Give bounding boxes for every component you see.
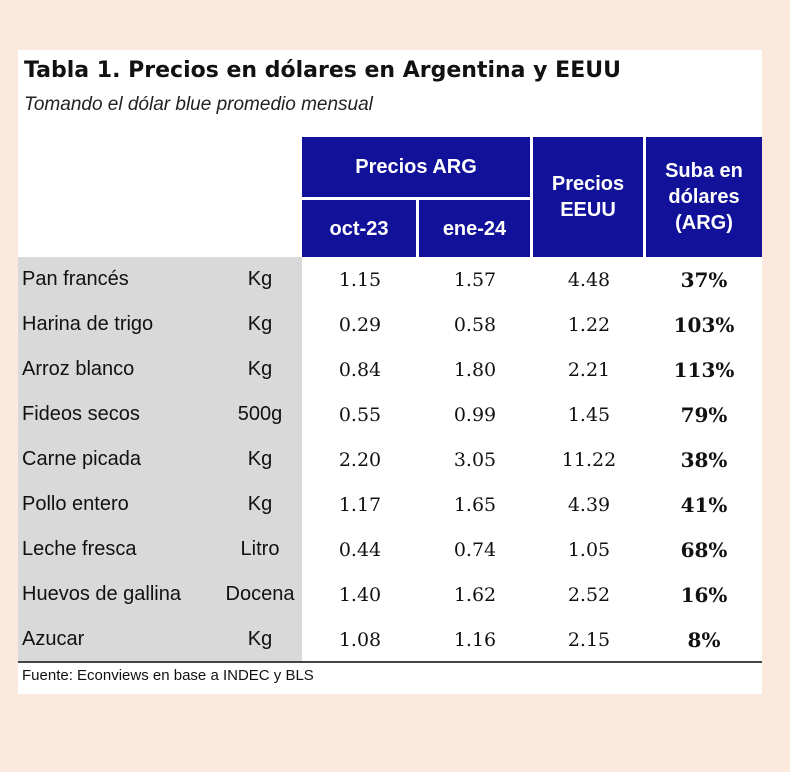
price-ene-24-cell: 0.74 xyxy=(453,538,497,561)
table-row: Pan francés Kg 1.15 1.57 4.48 37% xyxy=(18,257,762,302)
suba-cell: 103% xyxy=(673,312,735,337)
header-precios-arg: Precios ARG xyxy=(302,137,530,197)
price-ene-24-cell: 1.16 xyxy=(453,628,497,651)
price-ene-24-cell: 1.57 xyxy=(453,268,497,291)
price-eeuu-cell: 1.45 xyxy=(567,403,611,426)
product-cell: Leche fresca xyxy=(22,538,137,560)
suba-cell: 37% xyxy=(680,267,728,292)
header-ene-24: ene-24 xyxy=(419,200,530,257)
table-row: Pollo entero Kg 1.17 1.65 4.39 41% xyxy=(18,482,762,527)
price-ene-24-cell: 3.05 xyxy=(453,448,497,471)
price-ene-24-cell: 0.99 xyxy=(453,403,497,426)
price-table-card: Tabla 1. Precios en dólares en Argentina… xyxy=(18,50,762,694)
price-ene-24-cell: 1.65 xyxy=(453,493,497,516)
table-row: Leche fresca Litro 0.44 0.74 1.05 68% xyxy=(18,527,762,572)
product-cell: Pollo entero xyxy=(22,493,129,515)
price-eeuu-cell: 1.22 xyxy=(567,313,611,336)
unit-cell: 500g xyxy=(237,403,283,425)
product-cell: Carne picada xyxy=(22,448,141,470)
unit-cell: Docena xyxy=(225,583,295,605)
price-eeuu-cell: 11.22 xyxy=(561,448,617,471)
price-oct-23-cell: 0.55 xyxy=(338,403,382,426)
price-oct-23-cell: 0.84 xyxy=(338,358,382,381)
product-cell: Azucar xyxy=(22,628,85,650)
unit-cell: Kg xyxy=(247,268,273,290)
unit-cell: Kg xyxy=(247,448,273,470)
price-eeuu-cell: 4.48 xyxy=(567,268,611,291)
price-oct-23-cell: 1.15 xyxy=(338,268,382,291)
price-oct-23-cell: 1.08 xyxy=(338,628,382,651)
suba-cell: 41% xyxy=(680,492,728,517)
price-eeuu-cell: 2.15 xyxy=(567,628,611,651)
product-cell: Arroz blanco xyxy=(22,358,135,380)
header-oct-23: oct-23 xyxy=(302,200,416,257)
product-cell: Fideos secos xyxy=(22,403,140,425)
table-row: Carne picada Kg 2.20 3.05 11.22 38% xyxy=(18,437,762,482)
price-oct-23-cell: 0.29 xyxy=(338,313,382,336)
price-eeuu-cell: 1.05 xyxy=(567,538,611,561)
product-cell: Harina de trigo xyxy=(22,313,154,335)
price-eeuu-cell: 2.52 xyxy=(567,583,611,606)
price-oct-23-cell: 0.44 xyxy=(338,538,382,561)
price-ene-24-cell: 1.62 xyxy=(453,583,497,606)
unit-cell: Kg xyxy=(247,313,273,335)
price-oct-23-cell: 2.20 xyxy=(338,448,382,471)
suba-cell: 38% xyxy=(680,447,728,472)
suba-cell: 113% xyxy=(673,357,735,382)
table-row: Huevos de gallina Docena 1.40 1.62 2.52 16% xyxy=(18,572,762,617)
table-row: Harina de trigo Kg 0.29 0.58 1.22 103% xyxy=(18,302,762,347)
header-precios-eeuu: Precios EEUU xyxy=(533,137,643,257)
suba-cell: 79% xyxy=(680,402,728,427)
header-suba-dolares: Suba en dólares (ARG) xyxy=(646,137,762,257)
price-oct-23-cell: 1.40 xyxy=(338,583,382,606)
table-subtitle: Tomando el dólar blue promedio mensual xyxy=(24,94,373,115)
unit-cell: Litro xyxy=(240,538,280,560)
product-cell: Pan francés xyxy=(22,268,129,290)
label-column-background xyxy=(18,257,302,661)
price-ene-24-cell: 0.58 xyxy=(453,313,497,336)
unit-cell: Kg xyxy=(247,358,273,380)
table-bottom-rule xyxy=(18,661,762,663)
table-row: Arroz blanco Kg 0.84 1.80 2.21 113% xyxy=(18,347,762,392)
table-row: Fideos secos 500g 0.55 0.99 1.45 79% xyxy=(18,392,762,437)
source-note: Fuente: Econviews en base a INDEC y BLS xyxy=(22,667,314,684)
unit-cell: Kg xyxy=(247,493,273,515)
suba-cell: 68% xyxy=(680,537,728,562)
table-row: Azucar Kg 1.08 1.16 2.15 8% xyxy=(18,617,762,662)
unit-cell: Kg xyxy=(247,628,273,650)
product-cell: Huevos de gallina xyxy=(22,583,181,605)
suba-cell: 8% xyxy=(687,627,721,652)
price-oct-23-cell: 1.17 xyxy=(338,493,382,516)
price-eeuu-cell: 4.39 xyxy=(567,493,611,516)
price-ene-24-cell: 1.80 xyxy=(453,358,497,381)
suba-cell: 16% xyxy=(680,582,728,607)
price-eeuu-cell: 2.21 xyxy=(567,358,611,381)
table-title: Tabla 1. Precios en dólares en Argentina… xyxy=(24,58,621,83)
